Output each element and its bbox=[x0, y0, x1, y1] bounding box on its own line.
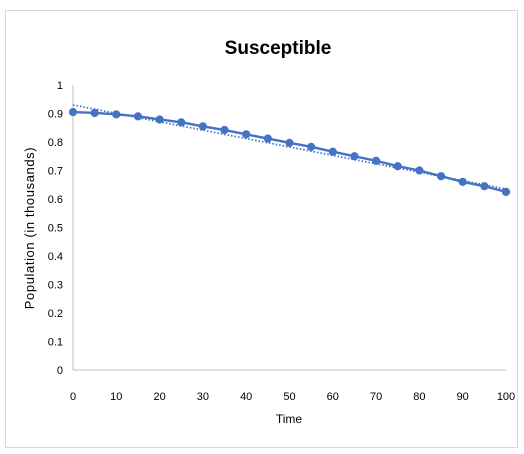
data-point-marker bbox=[177, 118, 186, 127]
y-tick-label: 0.7 bbox=[48, 166, 63, 178]
x-tick-label: 40 bbox=[240, 391, 252, 403]
y-tick-label: 0.9 bbox=[48, 109, 63, 121]
data-point-marker bbox=[436, 172, 446, 181]
y-tick-label: 0.5 bbox=[48, 223, 63, 235]
y-tick-label: 0.6 bbox=[48, 194, 63, 206]
data-point-marker bbox=[68, 107, 78, 117]
series-layer bbox=[68, 104, 511, 196]
data-point-marker bbox=[415, 166, 424, 175]
x-tick-label: 0 bbox=[70, 391, 76, 403]
data-point-marker bbox=[501, 187, 511, 196]
y-axis-title: Population (in thousands) bbox=[22, 147, 37, 309]
data-point-marker bbox=[242, 130, 251, 139]
x-axis-title: Time bbox=[276, 412, 303, 426]
x-tick-label: 10 bbox=[110, 391, 122, 403]
data-point-marker bbox=[155, 115, 164, 124]
chart-area bbox=[5, 10, 518, 448]
y-tick-label: 0.1 bbox=[48, 337, 63, 349]
data-point-marker bbox=[393, 162, 402, 171]
data-point-marker bbox=[350, 152, 359, 161]
y-tick-label: 0.3 bbox=[48, 280, 63, 292]
data-point-marker bbox=[263, 134, 272, 143]
data-point-marker bbox=[285, 138, 294, 147]
y-tick-label: 0.2 bbox=[48, 308, 63, 320]
data-point-marker bbox=[328, 147, 337, 156]
data-point-marker bbox=[220, 125, 229, 135]
data-point-marker bbox=[307, 142, 316, 151]
x-tick-label: 20 bbox=[153, 391, 165, 403]
y-tick-label: 0 bbox=[57, 365, 63, 377]
x-tick-label: 50 bbox=[283, 391, 295, 403]
chart-title: Susceptible bbox=[225, 38, 332, 59]
x-tick-label: 60 bbox=[327, 391, 339, 403]
data-point-marker bbox=[133, 112, 143, 121]
y-tick-label: 0.8 bbox=[48, 137, 63, 149]
y-tick-label: 1 bbox=[57, 80, 63, 92]
x-tick-label: 30 bbox=[197, 391, 209, 403]
data-point-marker bbox=[458, 177, 467, 186]
y-tick-labels: 0 0.1 0.2 0.3 0.4 0.5 0.6 0.7 0.8 0.9 1 bbox=[48, 80, 63, 377]
x-tick-label: 90 bbox=[457, 391, 469, 403]
data-point-marker bbox=[372, 156, 381, 165]
y-tick-label: 0.4 bbox=[48, 251, 63, 263]
x-tick-labels: 0 10 20 30 40 50 60 70 80 90 100 bbox=[70, 391, 515, 403]
trendline bbox=[72, 104, 507, 190]
x-tick-label: 100 bbox=[497, 391, 515, 403]
x-tick-label: 70 bbox=[370, 391, 382, 403]
data-point-marker bbox=[198, 122, 207, 131]
x-tick-label: 80 bbox=[413, 391, 425, 403]
data-point-marker bbox=[112, 110, 121, 119]
data-point-marker bbox=[480, 182, 489, 191]
data-point-marker bbox=[90, 108, 99, 118]
